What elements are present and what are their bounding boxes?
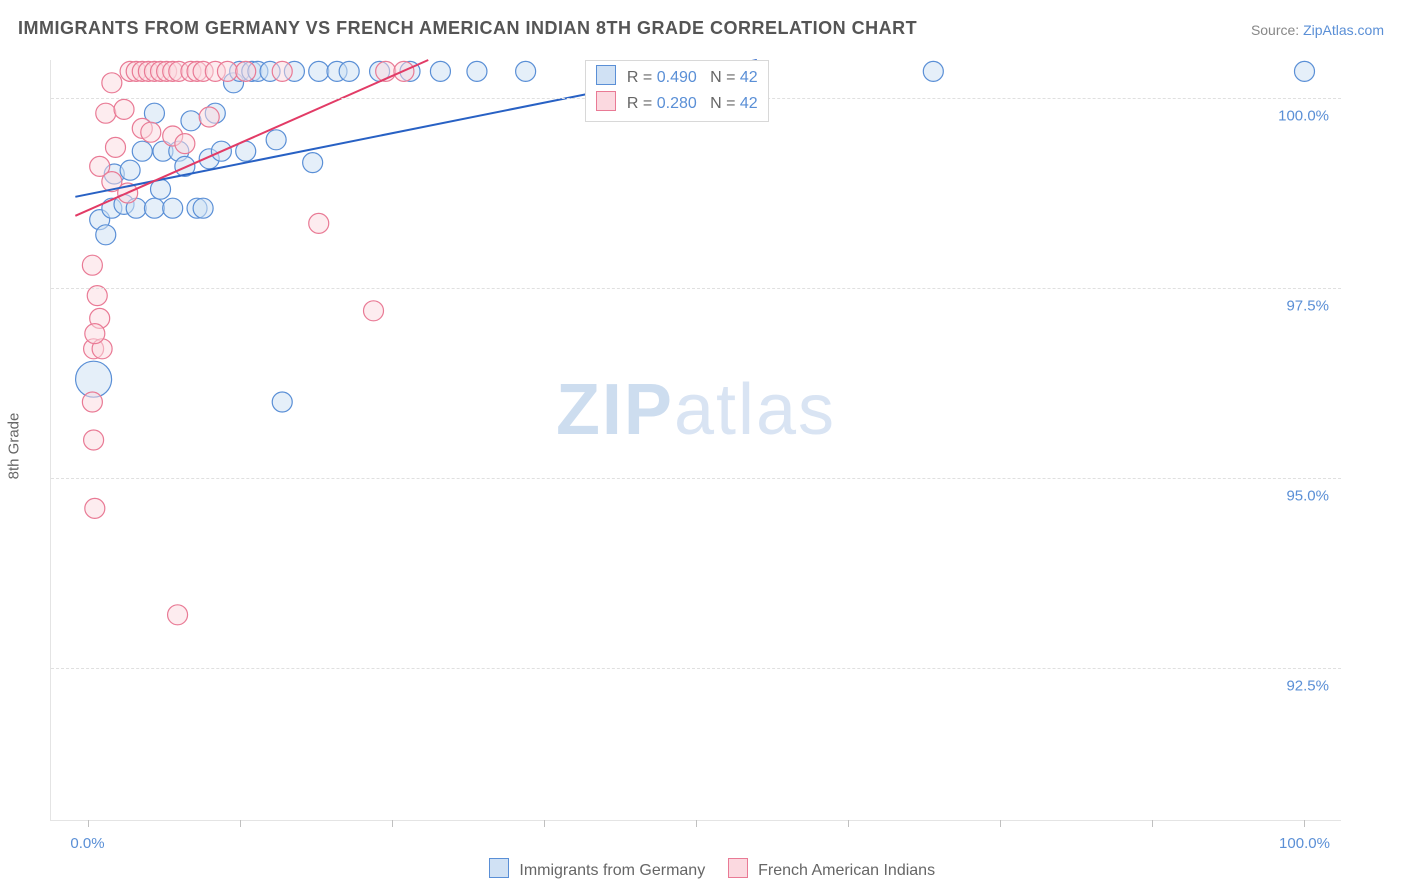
trend-line-french-american-indian	[75, 60, 428, 216]
source-link[interactable]: ZipAtlas.com	[1303, 22, 1384, 38]
y-tick-label: 100.0%	[1276, 108, 1331, 125]
data-point-germany	[467, 61, 487, 81]
chart-title: IMMIGRANTS FROM GERMANY VS FRENCH AMERIC…	[18, 18, 917, 39]
data-point-germany	[163, 198, 183, 218]
data-point-germany	[309, 61, 329, 81]
data-point-germany	[923, 61, 943, 81]
data-point-germany	[339, 61, 359, 81]
n-label: N =	[710, 69, 735, 86]
data-point-germany	[144, 198, 164, 218]
data-point-germany	[516, 61, 536, 81]
gridline-horizontal	[51, 288, 1341, 289]
legend-swatch	[596, 65, 616, 85]
source-prefix: Source:	[1251, 22, 1299, 38]
legend-row: R = 0.490 N = 42	[596, 65, 757, 91]
y-tick-label: 92.5%	[1284, 678, 1331, 695]
data-point-french-american-indian	[82, 392, 102, 412]
legend-swatch-germany	[489, 858, 509, 878]
data-point-french-american-indian	[168, 605, 188, 625]
data-point-french-american-indian	[102, 73, 122, 93]
gridline-horizontal	[51, 668, 1341, 669]
data-point-germany	[266, 130, 286, 150]
x-tick-label: 100.0%	[1279, 835, 1330, 852]
x-tick	[1304, 820, 1305, 827]
n-value: 42	[740, 69, 758, 86]
legend-swatch	[596, 91, 616, 111]
x-tick	[1152, 820, 1153, 827]
x-tick	[544, 820, 545, 827]
data-point-french-american-indian	[309, 213, 329, 233]
chart-svg	[51, 60, 1341, 820]
legend-label-french: French American Indians	[758, 862, 935, 879]
data-point-french-american-indian	[236, 61, 256, 81]
bottom-legend: Immigrants from Germany French American …	[0, 858, 1406, 880]
data-point-french-american-indian	[141, 122, 161, 142]
data-point-germany	[1294, 61, 1314, 81]
x-tick	[240, 820, 241, 827]
data-point-french-american-indian	[217, 61, 237, 81]
y-tick-label: 97.5%	[1284, 298, 1331, 315]
data-point-french-american-indian	[85, 324, 105, 344]
legend-swatch-french	[728, 858, 748, 878]
data-point-french-american-indian	[199, 107, 219, 127]
data-point-germany	[96, 225, 116, 245]
x-tick-label: 0.0%	[70, 835, 104, 852]
y-axis-label: 8th Grade	[6, 413, 23, 480]
x-tick	[1000, 820, 1001, 827]
x-tick	[392, 820, 393, 827]
correlation-legend: R = 0.490 N = 42 R = 0.280 N = 42	[585, 60, 768, 122]
data-point-french-american-indian	[85, 498, 105, 518]
data-point-germany	[303, 153, 323, 173]
x-tick	[848, 820, 849, 827]
data-point-germany	[272, 392, 292, 412]
y-tick-label: 95.0%	[1284, 488, 1331, 505]
chart-container: IMMIGRANTS FROM GERMANY VS FRENCH AMERIC…	[0, 0, 1406, 892]
n-label: N =	[710, 95, 735, 112]
data-point-germany	[132, 141, 152, 161]
r-value: 0.280	[657, 95, 697, 112]
plot-area: ZIPatlas 92.5%95.0%97.5%100.0%0.0%100.0%	[50, 60, 1341, 821]
r-label: R =	[627, 69, 652, 86]
x-tick	[696, 820, 697, 827]
source-attribution: Source: ZipAtlas.com	[1251, 22, 1384, 38]
r-value: 0.490	[657, 69, 697, 86]
data-point-french-american-indian	[82, 255, 102, 275]
data-point-french-american-indian	[272, 61, 292, 81]
data-point-germany	[181, 111, 201, 131]
gridline-horizontal	[51, 478, 1341, 479]
data-point-french-american-indian	[175, 134, 195, 154]
data-point-germany	[430, 61, 450, 81]
x-tick	[88, 820, 89, 827]
data-point-germany	[193, 198, 213, 218]
data-point-french-american-indian	[106, 137, 126, 157]
data-point-french-american-indian	[96, 103, 116, 123]
legend-label-germany: Immigrants from Germany	[519, 862, 705, 879]
legend-row: R = 0.280 N = 42	[596, 91, 757, 117]
n-value: 42	[740, 95, 758, 112]
data-point-germany	[120, 160, 140, 180]
data-point-french-american-indian	[84, 430, 104, 450]
r-label: R =	[627, 95, 652, 112]
data-point-french-american-indian	[364, 301, 384, 321]
data-point-french-american-indian	[114, 99, 134, 119]
